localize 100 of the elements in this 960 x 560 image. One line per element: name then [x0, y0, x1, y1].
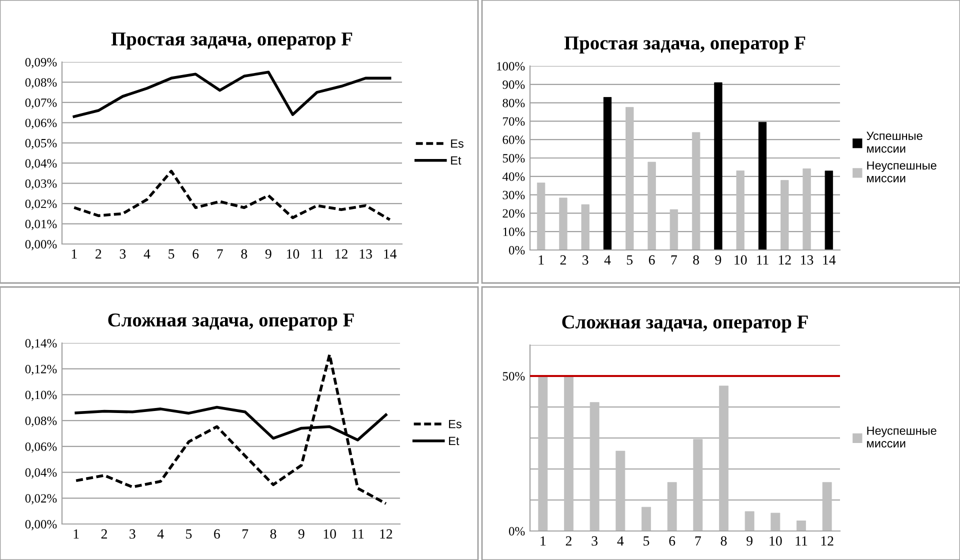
y-tick-label: 70%: [503, 117, 525, 126]
bar: [581, 204, 590, 250]
x-tick-label: 1: [540, 536, 546, 546]
bar: [670, 209, 678, 250]
x-tick-label: 2: [96, 249, 102, 258]
x-tick-label: 3: [120, 249, 126, 259]
y-tick-label: 0,04%: [25, 468, 57, 479]
bar: [648, 162, 656, 250]
x-tick-label: 7: [671, 255, 677, 264]
y-tick-label: 80%: [502, 98, 525, 108]
y-tick-label: 0,03%: [25, 179, 57, 190]
x-tick-label: 9: [298, 529, 304, 539]
x-tick-label: 8: [720, 536, 727, 546]
legend-label: Et: [449, 436, 460, 446]
x-tick-label: 9: [265, 249, 272, 259]
x-tick-label: 13: [801, 255, 814, 265]
bar: [744, 511, 754, 531]
y-tick-label: 40%: [502, 172, 525, 181]
x-tick-label: 2: [101, 529, 107, 538]
x-tick-label: 6: [214, 529, 220, 539]
y-tick-label: 0,04%: [25, 159, 57, 170]
x-tick-label: 3: [592, 536, 598, 546]
x-tick-label: 12: [380, 529, 392, 538]
x-tick-label: 2: [560, 255, 566, 264]
x-tick-label: 8: [693, 255, 700, 265]
x-tick-label: 12: [778, 255, 791, 264]
x-tick-label: 11: [312, 249, 323, 258]
chart-title: Простая задача, оператор F: [111, 32, 352, 50]
y-tick-label: 0%: [508, 246, 525, 254]
x-tick-label: 8: [270, 529, 276, 539]
bar: [796, 520, 806, 531]
bar: [770, 512, 780, 531]
chart-title: Сложная задача, оператор F: [108, 313, 354, 330]
x-tick-label: 1: [74, 529, 79, 538]
bar: [642, 506, 651, 531]
x-tick-label: 5: [626, 255, 633, 265]
legend-label: Неуспешные миссии: [867, 161, 936, 182]
y-tick-label: 0,05%: [25, 138, 57, 150]
bar: [719, 386, 728, 531]
x-tick-label: 4: [144, 249, 150, 258]
y-tick-label: 0,00%: [25, 240, 57, 250]
x-tick-label: 10: [770, 536, 782, 546]
y-tick-label: 30%: [502, 190, 525, 200]
x-tick-label: 3: [582, 255, 588, 265]
x-tick-label: 2: [566, 536, 572, 546]
x-tick-label: 11: [796, 536, 808, 546]
bar: [564, 376, 574, 531]
y-tick-label: 90%: [502, 80, 525, 89]
x-tick-label: 4: [617, 536, 624, 546]
y-tick-label: 50%: [502, 154, 525, 162]
x-tick-label: 10: [734, 255, 747, 265]
x-tick-label: 4: [604, 255, 611, 264]
x-tick-label: 4: [157, 529, 164, 538]
bar: [603, 97, 612, 250]
y-tick-label: 0,06%: [25, 442, 57, 453]
bar: [559, 198, 568, 250]
x-tick-label: 8: [241, 249, 248, 259]
legend-label: Неуспешные миссии: [867, 426, 936, 448]
x-tick-label: 12: [821, 536, 834, 546]
bar: [780, 180, 789, 250]
y-tick-label: 0,02%: [25, 200, 57, 210]
x-tick-label: 5: [644, 536, 650, 546]
legend-label: Es: [449, 420, 462, 428]
x-tick-label: 14: [384, 249, 397, 258]
bar: [802, 168, 811, 250]
x-tick-label: 10: [324, 529, 336, 539]
bar: [714, 82, 722, 250]
y-tick-label: 0,01%: [25, 220, 57, 230]
bar: [736, 170, 744, 250]
legend-label: Et: [451, 156, 462, 165]
y-tick-label: 10%: [503, 228, 525, 236]
x-tick-label: 1: [538, 255, 544, 264]
x-tick-label: 11: [352, 529, 364, 538]
x-tick-label: 1: [72, 249, 77, 258]
x-tick-label: 11: [757, 255, 768, 264]
line-series: [74, 353, 388, 505]
legend-label: Успешные миссии: [866, 132, 922, 153]
y-tick-label: 100%: [497, 62, 525, 70]
x-tick-label: 7: [695, 536, 701, 546]
y-tick-label: 0,02%: [25, 494, 57, 504]
bar: [822, 482, 832, 531]
y-tick-label: 0,14%: [25, 339, 57, 350]
chart-title: Сложная задача, оператор F: [562, 315, 808, 332]
x-tick-label: 9: [746, 536, 752, 546]
line-series: [72, 70, 392, 118]
bar: [536, 182, 546, 250]
y-tick-label: 0,12%: [25, 364, 57, 376]
legend-label: Es: [451, 139, 464, 148]
bar: [758, 122, 767, 250]
x-tick-label: 13: [360, 249, 372, 259]
y-tick-label: 0%: [508, 527, 525, 536]
x-tick-label: 5: [186, 529, 192, 539]
y-tick-label: 0,08%: [25, 78, 57, 88]
bar: [616, 450, 626, 531]
y-tick-label: 0,00%: [25, 520, 57, 530]
bar: [692, 132, 700, 250]
chart-title: Простая задача, оператор F: [564, 36, 806, 54]
y-tick-label: 0,10%: [25, 390, 57, 401]
x-tick-label: 10: [286, 249, 300, 259]
y-tick-label: 0,09%: [25, 58, 57, 68]
